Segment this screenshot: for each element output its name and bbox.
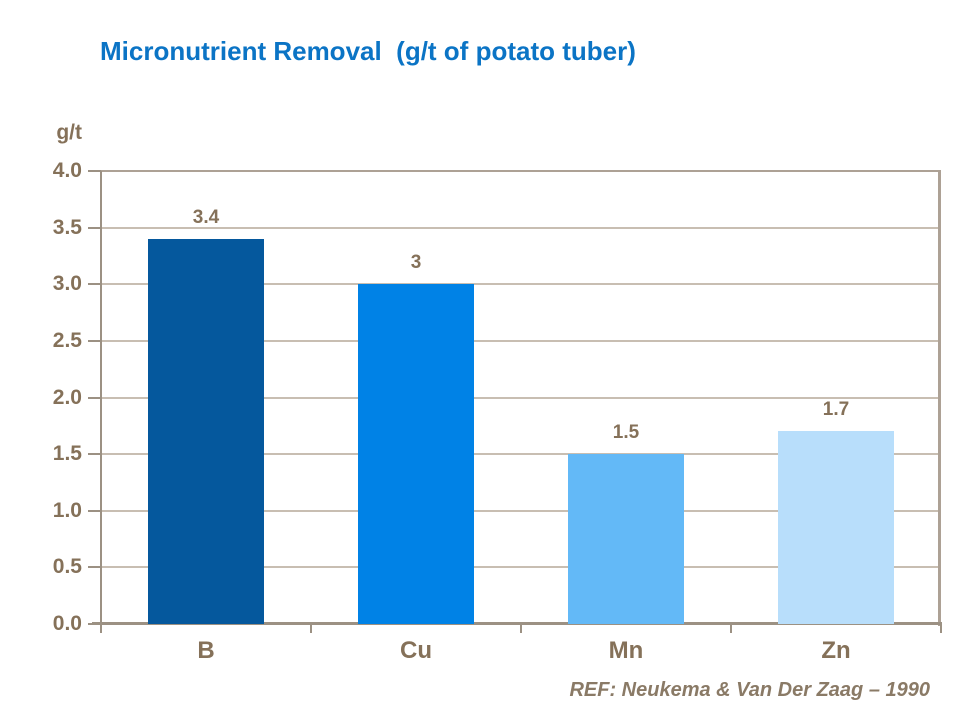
y-tick-label: 3.0: [52, 272, 82, 296]
y-axis-tick: [88, 396, 101, 399]
y-tick-label: 1.0: [52, 498, 82, 522]
x-axis-tick: [940, 625, 942, 633]
bar-Mn: [568, 454, 684, 624]
x-axis-tick: [100, 625, 102, 633]
y-tick-label: 3.5: [52, 215, 82, 239]
bar-value-label: 3.4: [192, 206, 220, 228]
y-axis-tick: [88, 339, 101, 342]
y-tick-label: 1.5: [52, 442, 82, 466]
y-axis-tick: [88, 566, 101, 569]
gridline: [101, 396, 941, 399]
category-label: Mn: [608, 637, 644, 664]
bar-value-label: 3: [410, 252, 422, 274]
y-tick-label: 4.0: [52, 159, 82, 182]
y-tick-label: 0.5: [52, 555, 82, 579]
y-axis-tick: [88, 226, 101, 229]
gridline: [101, 509, 941, 512]
y-axis-tick: [88, 283, 101, 286]
y-tick-label: 0.0: [52, 612, 82, 635]
y-axis-line: [100, 171, 102, 624]
gridline: [101, 226, 941, 229]
bar-Cu: [358, 284, 474, 624]
y-axis-tick: [88, 170, 101, 172]
bar-B: [148, 238, 264, 624]
plot-right-border: [938, 171, 941, 626]
bar-value-label: 1.7: [822, 399, 850, 421]
category-label: Cu: [400, 637, 432, 664]
x-axis-tick: [730, 625, 732, 633]
y-tick-label: 2.0: [52, 385, 82, 409]
reference-citation: REF: Neukema & Van Der Zaag – 1990: [569, 679, 930, 701]
x-axis-tick: [520, 625, 522, 633]
y-axis-tick: [88, 509, 101, 512]
bar-value-label: 1.5: [612, 422, 640, 444]
gridline: [101, 566, 941, 569]
x-axis-tick: [310, 625, 312, 633]
bar-Zn: [778, 431, 894, 624]
category-label: B: [197, 637, 215, 664]
category-label: Zn: [821, 637, 851, 664]
y-axis-unit-label: g/t: [56, 121, 82, 144]
gridline: [101, 283, 941, 286]
gridline: [101, 339, 941, 342]
chart-title: Micronutrient Removal (g/t of potato tub…: [100, 36, 636, 66]
gridline: [101, 453, 941, 456]
y-axis-tick: [88, 453, 101, 456]
x-axis-line: [92, 622, 942, 625]
gridline: [101, 170, 941, 172]
y-tick-label: 2.5: [52, 328, 82, 352]
